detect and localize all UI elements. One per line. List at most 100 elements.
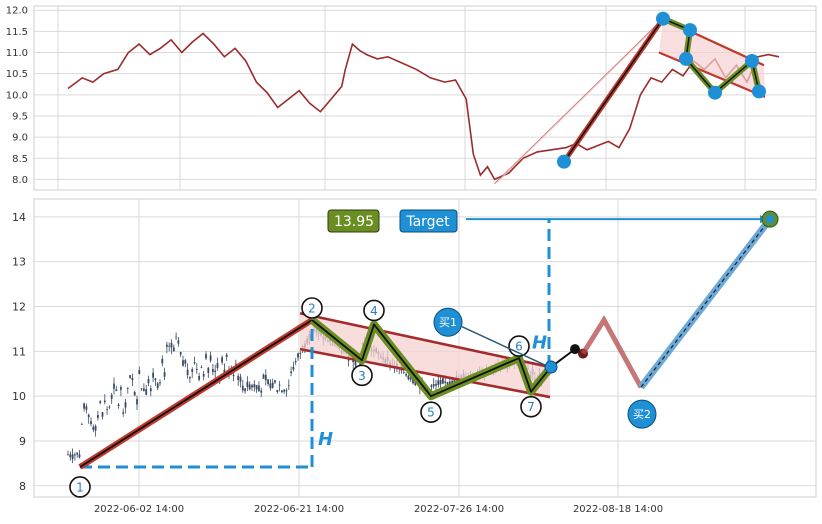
candle-body [258, 385, 260, 392]
pivot-circle [351, 364, 373, 387]
pivot-label: 3 [358, 369, 366, 383]
candle-body [235, 363, 237, 365]
top-pivot-marker [557, 154, 571, 169]
pivot-circle [420, 401, 442, 423]
candle-body [271, 382, 274, 388]
pivot-label: 5 [427, 406, 435, 420]
candle-body [232, 374, 235, 377]
main-y-tick-label: 9 [19, 435, 26, 448]
top-y-tick-label: 10.0 [6, 90, 28, 101]
candle-body [101, 412, 104, 417]
top-y-tick-label: 11.0 [6, 48, 28, 59]
candle-body [110, 394, 113, 399]
channel-upper-line [299, 311, 551, 369]
candle-body [71, 454, 74, 460]
top-y-tick-label: 10.5 [6, 69, 28, 80]
candle-body [108, 406, 111, 408]
candle-body [172, 347, 175, 352]
candle-body [299, 352, 302, 354]
top-y-tick-label: 9.5 [12, 111, 28, 122]
candle-body [435, 383, 437, 386]
candle-body [444, 381, 447, 383]
candle-body [145, 389, 148, 395]
top-pivot-marker [656, 11, 670, 26]
top-pivot-marker [679, 51, 693, 66]
target-marker-inner [766, 215, 774, 224]
candle-body [152, 372, 154, 378]
candle-body [278, 384, 281, 386]
candle-body [159, 382, 161, 384]
candle-body [414, 380, 417, 386]
top-target-line [494, 18, 664, 185]
candle-body [264, 374, 267, 381]
candle-body [92, 426, 95, 430]
candle-body [239, 376, 242, 382]
candle-body [237, 375, 240, 380]
candle-body [212, 368, 214, 372]
candle-body [97, 414, 99, 418]
top-pivot-marker [752, 84, 766, 99]
candle-body [186, 369, 189, 376]
candle-body [205, 354, 207, 359]
candle-body [149, 388, 152, 392]
buy1-marker [544, 360, 558, 374]
top-pivot-marker [708, 85, 722, 100]
candle-body [255, 385, 258, 390]
top-channel-lower [658, 51, 766, 98]
candle-body [202, 373, 205, 377]
pivot-circle [69, 476, 91, 498]
main-x-tick-label: 2022-07-26 14:00 [414, 504, 504, 515]
candle-body [170, 342, 173, 348]
top-pivot-marker [745, 53, 759, 68]
projection-line [580, 315, 644, 389]
candle-body [136, 399, 138, 405]
candle-body [262, 374, 265, 379]
pivot-label: 6 [515, 340, 523, 354]
buy1-label: 买1 [439, 316, 457, 329]
candle-body [191, 369, 194, 372]
candle-body [223, 369, 226, 374]
main-x-ticks: 2022-06-02 14:00 2022-06-21 14:00 2022-07-… [94, 504, 663, 515]
candle-body [161, 358, 164, 364]
candle-body [260, 390, 263, 393]
candle-body [354, 360, 357, 366]
candle-body [168, 345, 171, 347]
top-y-ticks: 8.0 8.5 9.0 9.5 10.0 10.5 11.0 11.5 12.0 [6, 6, 28, 186]
candle-body [241, 385, 244, 391]
buy1-badge [433, 307, 463, 337]
top-y-tick-label: 11.5 [6, 27, 28, 38]
candle-body [166, 344, 168, 347]
candle-body [189, 377, 191, 379]
candle-body [133, 391, 136, 396]
pivot-label: 1 [76, 480, 84, 494]
candle-body [87, 414, 90, 418]
candle-body [225, 354, 228, 358]
buy2-label: 买2 [633, 408, 651, 421]
candle-body [412, 378, 414, 384]
target-badge: Target [399, 209, 458, 233]
channel-fill [300, 313, 550, 398]
candle-body [195, 368, 198, 370]
candle-body [214, 370, 217, 373]
candle-body [126, 387, 129, 389]
candle-body [448, 381, 451, 384]
candle-body [103, 400, 106, 403]
candle-body [179, 352, 182, 355]
pivot-circle [301, 297, 323, 319]
candle-body [251, 385, 253, 388]
candle-body [200, 367, 203, 369]
candle-body [122, 412, 125, 414]
candle-body [285, 390, 288, 392]
candle-body [290, 371, 292, 374]
candle-body [430, 385, 433, 388]
candle-body [207, 367, 210, 374]
candle-body [117, 404, 120, 407]
candle-body [83, 403, 85, 409]
top-y-tick-label: 8.5 [12, 154, 28, 165]
top-panel-frame [33, 5, 817, 191]
main-x-tick-label: 2022-06-02 14:00 [94, 504, 184, 515]
candle-body [147, 378, 150, 384]
candle-body [437, 380, 440, 385]
candle-body [113, 383, 115, 389]
